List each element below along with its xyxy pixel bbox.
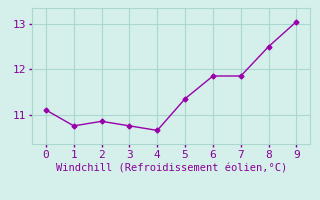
- X-axis label: Windchill (Refroidissement éolien,°C): Windchill (Refroidissement éolien,°C): [56, 164, 287, 174]
